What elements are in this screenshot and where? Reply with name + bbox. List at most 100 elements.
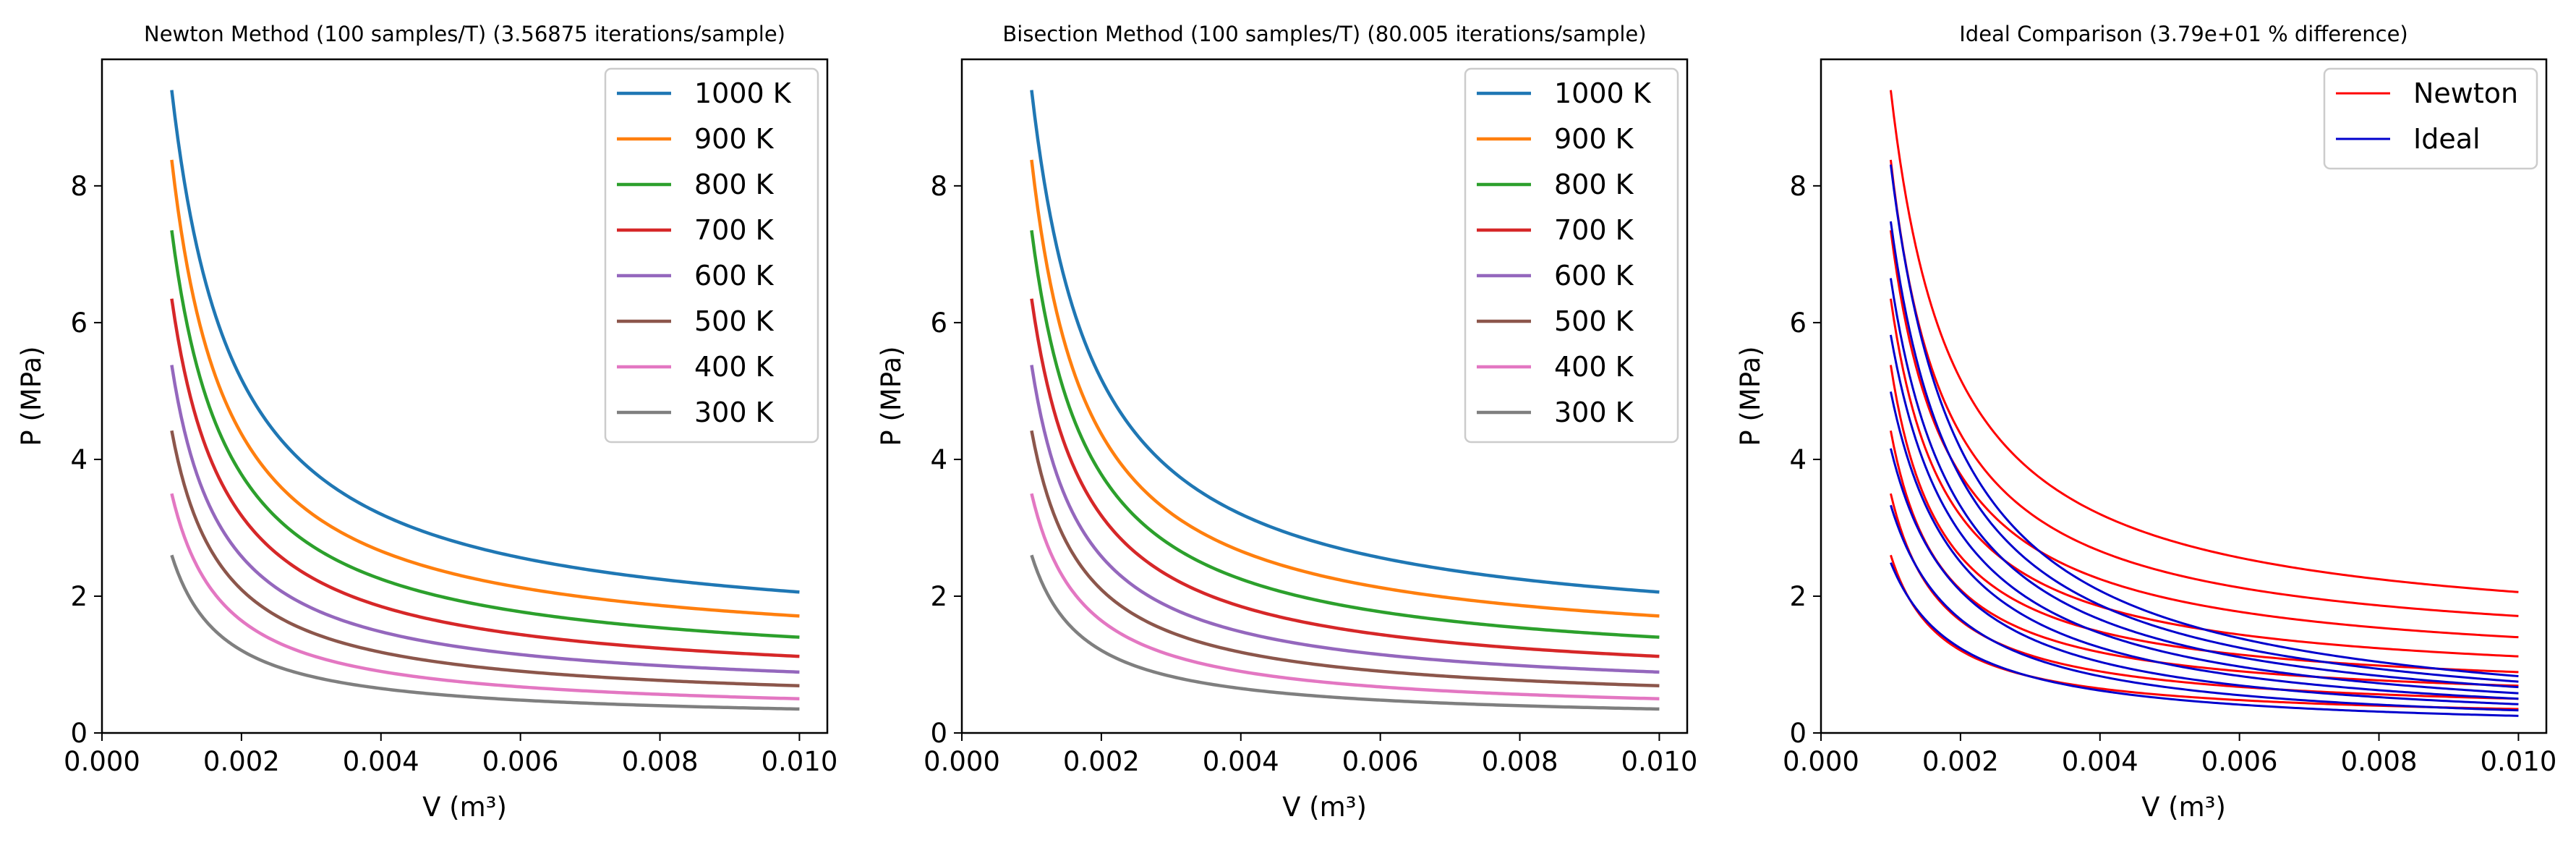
series-line-ideal-13	[1889, 391, 2519, 700]
y-tick-label: 8	[930, 171, 947, 202]
y-axis-label: P (MPa)	[16, 346, 47, 446]
plot-frame	[101, 58, 829, 734]
chart-panel-2: Bisection Method (100 samples/T) (80.005…	[876, 22, 1697, 823]
series-line-newton-2	[1889, 159, 2519, 617]
series-line-newton-5	[1889, 365, 2519, 674]
series-line-500-k	[170, 430, 800, 688]
x-tick-label: 0.008	[622, 746, 699, 777]
y-axis-label: P (MPa)	[1735, 346, 1766, 446]
series-line-newton-6	[1889, 430, 2519, 687]
y-tick-label: 0	[930, 718, 947, 749]
x-tick-label: 0.006	[2201, 746, 2278, 777]
x-axis-label: V (m³)	[422, 792, 507, 823]
series-line-600-k	[170, 365, 800, 674]
legend-label: 700 K	[1554, 214, 1634, 246]
y-tick-label: 6	[70, 308, 88, 339]
y-axis-label: P (MPa)	[876, 346, 907, 446]
legend-label: 800 K	[1554, 169, 1634, 200]
x-tick-label: 0.004	[343, 746, 419, 777]
chart-title: Ideal Comparison (3.79e+01 % difference)	[1959, 22, 2408, 46]
legend-label: 500 K	[1554, 305, 1634, 337]
y-tick-label: 0	[1789, 718, 1807, 749]
x-tick-label: 0.002	[203, 746, 280, 777]
series-line-1000-k	[1030, 90, 1660, 594]
legend: 1000 K 900 K 800 K 700 K 600 K 500 K 400 K 300 …	[604, 67, 819, 444]
y-tick-label: 6	[1789, 308, 1807, 339]
y-tick-label: 2	[930, 581, 947, 612]
x-tick-label: 0.010	[2480, 746, 2556, 777]
legend-label: 1000 K	[1554, 77, 1652, 109]
series-line-800-k	[1030, 229, 1660, 639]
series-line-500-k	[1030, 430, 1660, 688]
y-tick-label: 8	[1789, 171, 1807, 202]
series-line-ideal-10	[1889, 221, 2519, 683]
x-tick-label: 0.006	[1342, 746, 1419, 777]
series-line-newton-1	[1889, 90, 2519, 593]
series-line-1000-k	[170, 90, 800, 594]
legend-label: 600 K	[1554, 260, 1634, 292]
legend-box	[1464, 67, 1679, 444]
legend-label: Ideal	[2413, 123, 2481, 155]
series-line-600-k	[1030, 365, 1660, 674]
legend-label: 800 K	[694, 169, 775, 200]
series-line-700-k	[1030, 298, 1660, 658]
y-tick-label: 0	[70, 718, 88, 749]
legend-label: 600 K	[694, 260, 775, 292]
legend-label: Newton	[2413, 77, 2518, 109]
series-line-ideal-11	[1889, 278, 2519, 689]
series-line-300-k	[1030, 554, 1660, 711]
x-axis-label: V (m³)	[2141, 792, 2226, 823]
x-tick-label: 0.008	[2341, 746, 2418, 777]
series-line-400-k	[170, 493, 800, 700]
y-tick-label: 6	[930, 308, 947, 339]
chart-title: Bisection Method (100 samples/T) (80.005…	[1002, 22, 1646, 46]
legend-label: 300 K	[1554, 397, 1634, 428]
x-tick-label: 0.000	[64, 746, 140, 777]
legend-label: 1000 K	[694, 77, 792, 109]
plot-frame	[1820, 58, 2548, 734]
x-tick-label: 0.002	[1922, 746, 1999, 777]
x-tick-label: 0.008	[1482, 746, 1558, 777]
y-tick-label: 2	[70, 581, 88, 612]
legend-label: 900 K	[694, 123, 775, 155]
legend-label: 300 K	[694, 397, 775, 428]
series-line-900-k	[1030, 159, 1660, 618]
y-tick-label: 4	[930, 444, 947, 475]
x-tick-label: 0.006	[482, 746, 559, 777]
series-line-newton-3	[1889, 230, 2519, 639]
y-tick-label: 2	[1789, 581, 1807, 612]
legend-label: 700 K	[694, 214, 775, 246]
series-line-newton-4	[1889, 298, 2519, 658]
series-line-700-k	[170, 298, 800, 658]
x-tick-label: 0.004	[1203, 746, 1279, 777]
y-tick-label: 4	[1789, 444, 1807, 475]
legend-label: 400 K	[694, 351, 775, 383]
x-tick-label: 0.004	[2062, 746, 2138, 777]
x-tick-label: 0.000	[1783, 746, 1859, 777]
chart-panel-3: Ideal Comparison (3.79e+01 % difference)…	[1735, 22, 2556, 823]
x-axis-label: V (m³)	[1282, 792, 1367, 823]
series-line-ideal-12	[1889, 334, 2519, 695]
y-tick-label: 4	[70, 444, 88, 475]
legend: 1000 K 900 K 800 K 700 K 600 K 500 K 400 K 300 …	[1464, 67, 1679, 444]
legend: Newton Ideal	[2323, 67, 2538, 170]
series-line-900-k	[170, 159, 800, 618]
y-tick-label: 8	[70, 171, 88, 202]
series-line-400-k	[1030, 493, 1660, 700]
x-tick-label: 0.010	[1621, 746, 1697, 777]
series-line-ideal-14	[1889, 448, 2519, 705]
series-line-800-k	[170, 229, 800, 639]
legend-label: 900 K	[1554, 123, 1634, 155]
legend-label: 500 K	[694, 305, 775, 337]
series-line-ideal-9	[1889, 164, 2519, 678]
legend-label: 400 K	[1554, 351, 1634, 383]
x-tick-label: 0.002	[1063, 746, 1140, 777]
legend-box	[604, 67, 819, 444]
series-line-300-k	[170, 554, 800, 711]
chart-panel-1: Newton Method (100 samples/T) (3.56875 i…	[16, 22, 837, 823]
x-tick-label: 0.000	[924, 746, 1000, 777]
chart-title: Newton Method (100 samples/T) (3.56875 i…	[144, 22, 785, 46]
x-tick-label: 0.010	[761, 746, 837, 777]
plot-frame	[960, 58, 1689, 734]
